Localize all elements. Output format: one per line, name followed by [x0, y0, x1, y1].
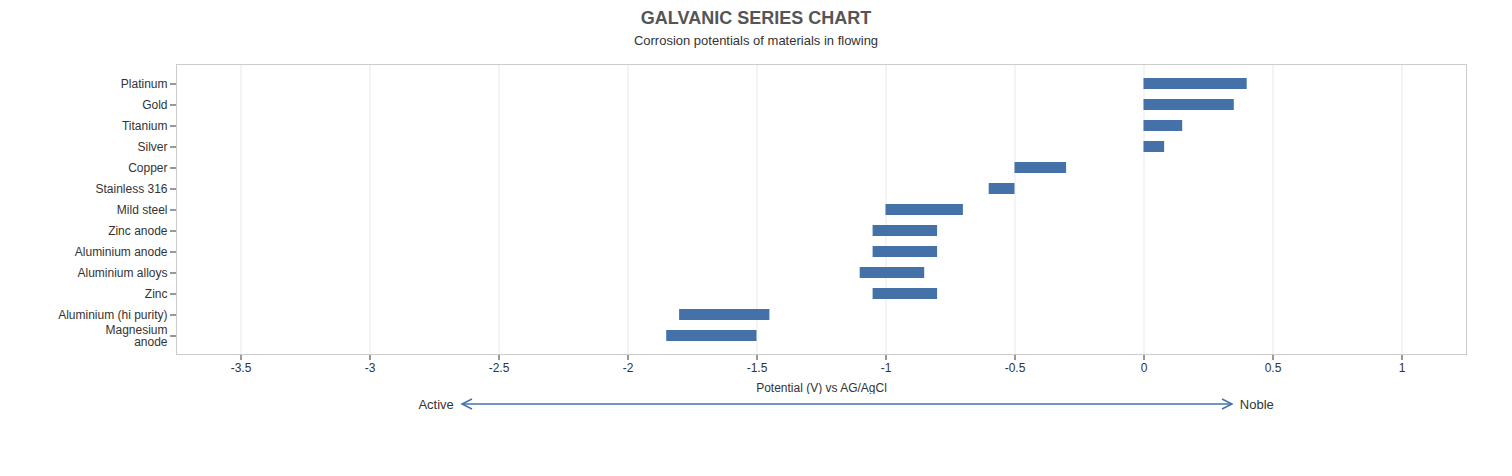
svg-text:Aluminium alloys: Aluminium alloys [77, 266, 167, 280]
svg-text:Zinc: Zinc [145, 287, 168, 301]
svg-text:Copper: Copper [128, 161, 167, 175]
svg-text:-3.5: -3.5 [231, 361, 252, 375]
html-text:Corrosion potentials of materi: Corrosion potentials of materials in flo… [633, 33, 879, 48]
svg-text:0: 0 [1141, 361, 1148, 375]
svg-text:-3: -3 [365, 361, 376, 375]
svg-text:1: 1 [1399, 361, 1406, 375]
html-text:GALVANIC SERIES CHART: GALVANIC SERIES CHART [640, 8, 872, 28]
svg-text:Platinum: Platinum [121, 77, 168, 91]
svg-text:-0.5: -0.5 [1005, 361, 1026, 375]
html-text:Active: Active [418, 396, 454, 412]
svg-text:Mild steel: Mild steel [117, 203, 168, 217]
svg-text:-1.5: -1.5 [747, 361, 768, 375]
svg-text:Gold: Gold [142, 98, 167, 112]
svg-text:Potential (V) vs AG/AgCl: Potential (V) vs AG/AgCl [756, 381, 887, 395]
svg-text:Silver: Silver [137, 140, 167, 154]
svg-text:Aluminium (hi purity): Aluminium (hi purity) [58, 308, 167, 322]
svg-text:Aluminium anode: Aluminium anode [75, 245, 168, 259]
svg-text:Zinc anode: Zinc anode [108, 224, 168, 238]
html-text:Noble: Noble [1239, 396, 1274, 412]
svg-text:-2.5: -2.5 [489, 361, 510, 375]
svg-text:0.5: 0.5 [1265, 361, 1282, 375]
svg-text:-2: -2 [623, 361, 634, 375]
svg-text:Titanium: Titanium [122, 119, 168, 133]
svg-text:Magnesiumanode: Magnesiumanode [105, 323, 167, 349]
svg-text:Stainless 316: Stainless 316 [95, 182, 167, 196]
svg-text:-1: -1 [881, 361, 892, 375]
